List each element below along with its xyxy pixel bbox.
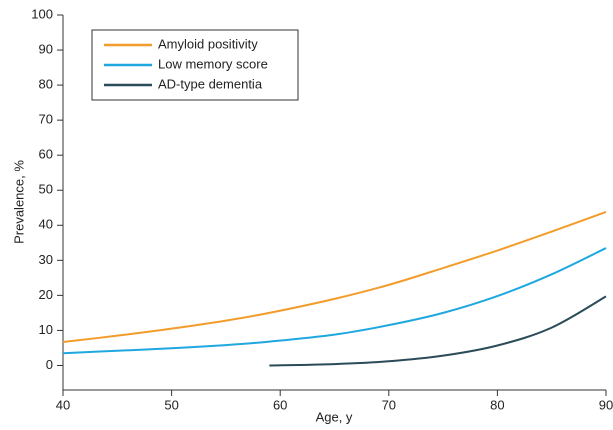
y-tick-label: 20 bbox=[39, 287, 53, 302]
y-axis-label: Prevalence, % bbox=[11, 160, 26, 244]
y-tick-label: 10 bbox=[39, 322, 53, 337]
y-tick-label: 70 bbox=[39, 112, 53, 127]
line bbox=[269, 295, 607, 367]
x-tick-label: 80 bbox=[490, 397, 504, 412]
legend-label: Low memory score bbox=[158, 56, 268, 71]
y-tick-label: 60 bbox=[39, 147, 53, 162]
x-tick-label: 50 bbox=[164, 397, 178, 412]
y-tick-label: 80 bbox=[39, 77, 53, 92]
x-tick-label: 40 bbox=[56, 397, 70, 412]
y-tick-label: 50 bbox=[39, 182, 53, 197]
y-tick-label: 0 bbox=[46, 357, 53, 372]
x-axis-label: Age, y bbox=[316, 409, 353, 424]
x-tick-label: 70 bbox=[382, 397, 396, 412]
y-tick-label: 40 bbox=[39, 217, 53, 232]
x-tick-label: 90 bbox=[599, 397, 613, 412]
y-tick-label: 30 bbox=[39, 252, 53, 267]
y-tick-label: 100 bbox=[31, 6, 53, 21]
x-tick-label: 60 bbox=[273, 397, 287, 412]
y-tick-label: 90 bbox=[39, 41, 53, 56]
line bbox=[62, 211, 607, 343]
legend-label: Amyloid positivity bbox=[158, 36, 258, 51]
line bbox=[62, 247, 607, 355]
legend-label: AD-type dementia bbox=[158, 76, 263, 91]
